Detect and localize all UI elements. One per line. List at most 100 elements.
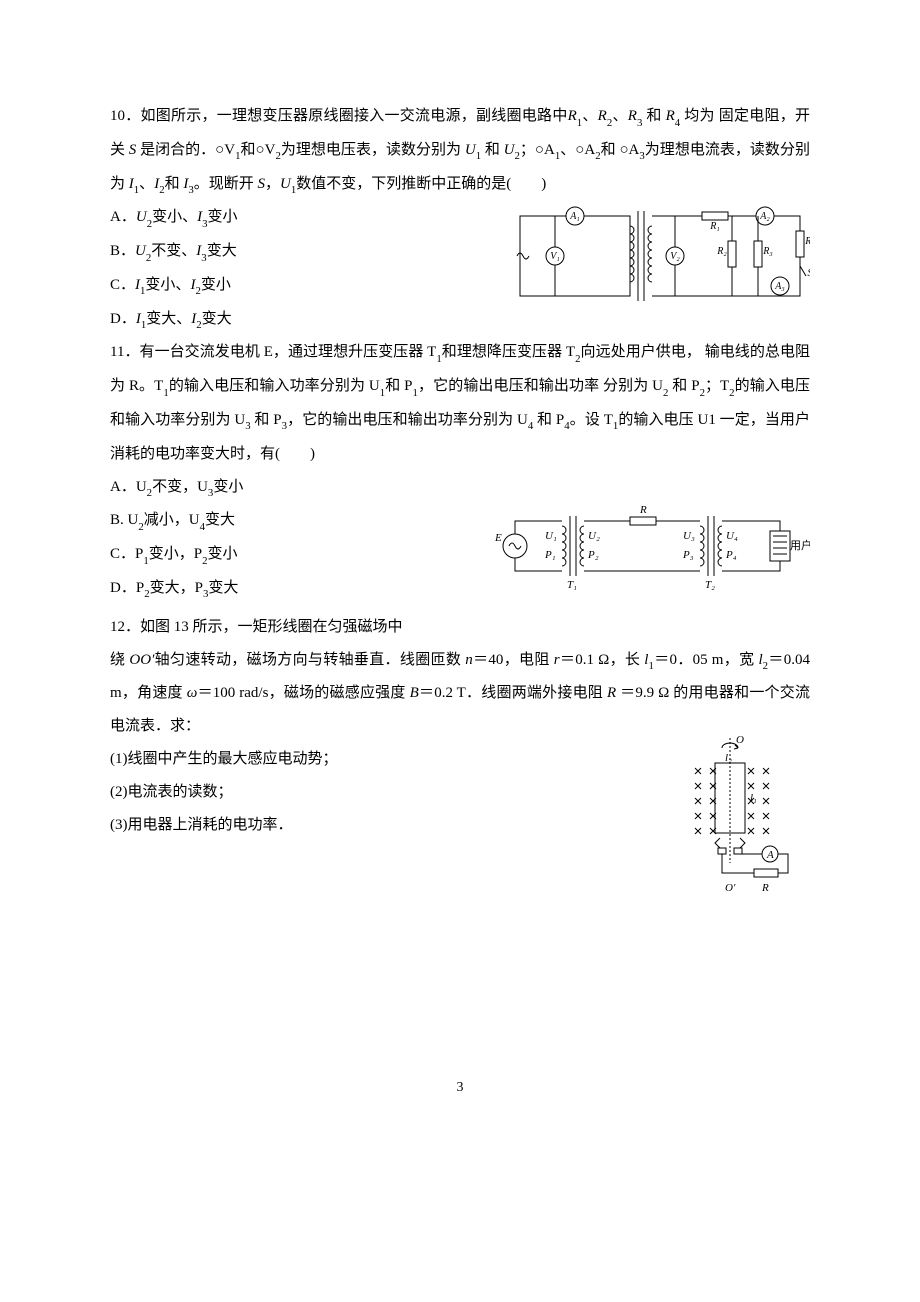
- var: B: [410, 685, 419, 701]
- text: ，它的输出电压和输出功率分别为: [287, 412, 513, 428]
- sub: 2: [195, 285, 200, 297]
- meter-label: V₁: [550, 251, 560, 262]
- text: 分别为 U: [603, 378, 663, 394]
- text: 数值不变，下列推断中正确的是( ): [296, 176, 546, 192]
- text: ＝100 rad/s，磁场的磁感应强度: [197, 685, 409, 701]
- q12-subquestions: (1)线圈中产生的最大感应电动势； (2)电流表的读数； (3)用电器上消耗的电…: [110, 743, 530, 842]
- text: ＝40，电阻: [473, 652, 554, 668]
- text: 和 P: [385, 378, 412, 394]
- var: n: [465, 652, 473, 668]
- text: 不变、: [151, 243, 196, 259]
- q12-sub-2: (2)电流表的读数；: [110, 776, 530, 809]
- label: A．: [110, 209, 136, 225]
- text: 变小: [208, 546, 238, 562]
- sub: 2: [700, 387, 705, 399]
- q11-options: A．U2不变，U3变小 B. U2减小，U4变大 C．P1变小，P2变小 D．P…: [110, 471, 460, 606]
- var: U: [135, 243, 146, 259]
- q12-coil-figure: O O′ l₂ l₁ A R: [670, 733, 810, 903]
- sub: 1: [143, 555, 148, 567]
- text: 减小，U: [144, 512, 200, 528]
- sub: 3: [201, 252, 206, 264]
- sub: 1: [380, 387, 385, 399]
- sub: 2: [763, 660, 768, 672]
- text: 向远处用户供电，: [581, 344, 701, 360]
- q10-options: A．U2变小、I3变小 B．U2不变、I3变大 C．I1变小、I2变小 D．I1…: [110, 201, 495, 336]
- text: ；○A: [520, 142, 555, 158]
- text: 和 P: [533, 412, 564, 428]
- axis-label: O′: [725, 882, 736, 894]
- sub: 2: [146, 252, 151, 264]
- meter-label: V₂: [670, 251, 680, 262]
- question-12: 12．如图 13 所示，一矩形线圈在匀强磁场中 绕 OO′轴匀速转动，磁场方向与…: [110, 611, 810, 914]
- sub: 3: [245, 420, 250, 432]
- text: 变大，P: [150, 580, 203, 596]
- text: ，: [265, 176, 280, 192]
- text: 为理想电压表，读数分别为: [281, 142, 465, 158]
- label: B．: [110, 243, 135, 259]
- sub: 1: [235, 150, 240, 162]
- sub: 1: [613, 420, 618, 432]
- label: U₃: [683, 530, 695, 542]
- text: 变小、: [145, 277, 190, 293]
- sub: 1: [476, 150, 481, 162]
- sub: 2: [595, 150, 600, 162]
- q11-option-a: A．U2不变，U3变小: [110, 471, 460, 505]
- sub: 2: [138, 521, 143, 533]
- text: 如图所示，一理想变压器原线圈接入一交流电源，副线圈电路中: [141, 108, 568, 124]
- sub: 3: [282, 420, 287, 432]
- sub: 3: [208, 487, 213, 499]
- sub: 3: [202, 218, 207, 230]
- sub: 3: [637, 117, 642, 129]
- resistor-label: R₂: [716, 246, 727, 257]
- var: OO′: [129, 652, 154, 668]
- sub: 2: [607, 117, 612, 129]
- text: 不变，U: [152, 479, 208, 495]
- sub: 1: [436, 353, 441, 365]
- sub: 1: [163, 387, 168, 399]
- sub: 3: [639, 150, 644, 162]
- text: 和: [601, 142, 616, 158]
- var: R: [598, 108, 607, 124]
- sub: 2: [275, 150, 280, 162]
- var: U: [465, 142, 476, 158]
- sub: 2: [575, 353, 580, 365]
- sub: 1: [648, 660, 653, 672]
- text: 和: [165, 176, 184, 192]
- sub: 2: [147, 218, 152, 230]
- text: 。设 T: [570, 412, 613, 428]
- q12-stem-l2: 绕 OO′轴匀速转动，磁场方向与转轴垂直．线圈匝数 n＝40，电阻 r＝0.1 …: [110, 644, 810, 744]
- text: ＝0.1 Ω，长: [560, 652, 645, 668]
- label: D．P: [110, 580, 144, 596]
- sub: 2: [202, 555, 207, 567]
- text: 和 P: [251, 412, 282, 428]
- meter-label: A₃: [774, 281, 785, 292]
- text: ＝0．05: [654, 652, 708, 668]
- label: D．: [110, 311, 136, 327]
- text: 、: [612, 108, 628, 124]
- label: P₁: [544, 549, 556, 561]
- q11-stem: 11．有一台交流发电机 E，通过理想升压变压器 T1和理想降压变压器 T2向远处…: [110, 336, 810, 470]
- text: ○A: [619, 142, 639, 158]
- resistor-label: R: [761, 882, 769, 894]
- text: ＝0.2 T．线圈两端外接电阻: [419, 685, 607, 701]
- question-10: 10．如图所示，一理想变压器原线圈接入一交流电源，副线圈电路中R1、R2、R3 …: [110, 100, 810, 336]
- text: 的输入电压和输入功率分别为 U: [169, 378, 380, 394]
- meter-label: A₂: [759, 211, 770, 222]
- sub: 1: [140, 285, 145, 297]
- sub: 4: [675, 117, 680, 129]
- sub: 4: [564, 420, 569, 432]
- label: A．U: [110, 479, 147, 495]
- resistor-label: R₃: [762, 246, 773, 257]
- text: 和: [642, 108, 665, 124]
- dim-label: l₂: [725, 752, 732, 764]
- source-label: E: [494, 532, 502, 544]
- q11-option-b: B. U2减小，U4变大: [110, 504, 460, 538]
- sub: 1: [141, 319, 146, 331]
- q12-number: 12．: [110, 619, 140, 635]
- text: 、: [582, 108, 598, 124]
- q11-option-c: C．P1变小，P2变小: [110, 538, 460, 572]
- label: P₄: [725, 549, 737, 561]
- page-number: 3: [110, 1073, 810, 1104]
- sub: 3: [203, 588, 208, 600]
- text: 变小: [213, 479, 243, 495]
